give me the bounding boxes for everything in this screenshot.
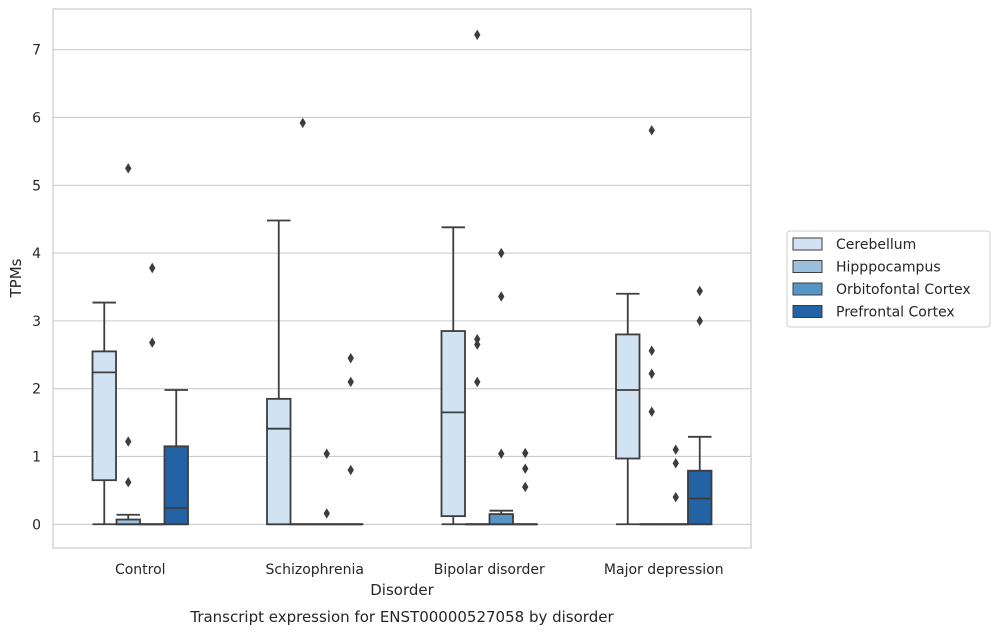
box-iqr xyxy=(488,513,514,526)
x-axis-label: Disorder xyxy=(370,581,434,599)
outlier-point xyxy=(648,406,655,417)
y-tick-label: 3 xyxy=(32,314,41,330)
outlier-point xyxy=(696,285,703,297)
x-tick-label: Bipolar disorder xyxy=(434,562,545,578)
box-prefrontal-cortex xyxy=(687,285,713,526)
y-tick-label: 0 xyxy=(32,517,41,533)
box-orbitofontal-cortex xyxy=(663,444,689,526)
box-iqr xyxy=(163,445,189,526)
x-tick-label: Schizophrenia xyxy=(266,562,364,578)
outlier-point xyxy=(696,315,703,327)
y-tick-label: 4 xyxy=(32,246,41,262)
outlier-point xyxy=(125,436,132,447)
y-axis-ticks: 0 1 2 3 4 5 6 7 xyxy=(32,43,41,534)
plot-frame xyxy=(52,8,752,549)
box-iqr xyxy=(440,330,466,518)
box-cerebellum xyxy=(91,301,117,526)
y-tick-label: 1 xyxy=(32,449,41,465)
box-prefrontal-cortex xyxy=(338,352,364,526)
outlier-point xyxy=(125,477,132,488)
y-tick-label: 6 xyxy=(32,110,41,126)
outlier-point xyxy=(474,333,481,345)
legend-frame xyxy=(786,230,991,328)
box-iqr xyxy=(615,333,641,460)
outlier-point xyxy=(149,262,156,274)
box-iqr xyxy=(91,350,117,482)
x-axis-ticks: Control Schizophrenia Bipolar disorder Majo… xyxy=(115,562,724,578)
legend-label: Prefrontal Cortex xyxy=(836,305,955,321)
outlier-point xyxy=(323,448,330,459)
box-cerebellum xyxy=(440,226,466,526)
legend-swatch xyxy=(792,282,823,296)
box-iqr xyxy=(687,469,713,526)
outlier-point xyxy=(149,337,156,348)
outlier-point xyxy=(323,508,330,519)
box-cerebellum xyxy=(266,219,292,526)
y-axis-label: TPMs xyxy=(7,258,25,298)
outlier-point xyxy=(522,447,529,459)
legend-label: Orbitofontal Cortex xyxy=(836,282,971,298)
outlier-point xyxy=(299,117,306,129)
outlier-point xyxy=(474,376,481,388)
outlier-point xyxy=(498,247,505,259)
outlier-point xyxy=(672,491,679,503)
legend-label: Cerebellum xyxy=(836,237,916,253)
boxes-layer xyxy=(91,29,713,526)
y-tick-label: 2 xyxy=(32,382,41,398)
outlier-point xyxy=(522,481,529,493)
x-tick-label: Control xyxy=(115,562,166,578)
outlier-point xyxy=(347,376,354,388)
box-hipppocampus xyxy=(464,29,490,526)
box-orbitofontal-cortex xyxy=(488,247,514,526)
outlier-point xyxy=(498,291,505,302)
box-iqr xyxy=(266,397,292,526)
outlier-point xyxy=(347,464,354,476)
y-tick-label: 7 xyxy=(32,43,41,59)
outlier-point xyxy=(648,368,655,379)
outlier-point xyxy=(474,339,481,350)
box-orbitofontal-cortex xyxy=(139,262,165,526)
x-tick-label: Major depression xyxy=(604,562,724,578)
box-hipppocampus xyxy=(115,163,141,526)
y-tick-label: 5 xyxy=(32,178,41,194)
outlier-point xyxy=(347,352,354,364)
outlier-point xyxy=(648,125,655,136)
legend-label: Hipppocampus xyxy=(836,260,941,276)
outlier-point xyxy=(125,163,132,174)
box-cerebellum xyxy=(615,292,641,526)
box-prefrontal-cortex xyxy=(163,389,189,526)
legend: Cerebellum Hipppocampus Orbitofontal Corte… xyxy=(786,230,991,328)
plot-background xyxy=(53,9,751,548)
outlier-point xyxy=(474,29,481,40)
chart-title: Transcript expression for ENST0000052705… xyxy=(189,608,614,626)
outlier-point xyxy=(498,448,505,459)
legend-swatch xyxy=(792,305,823,318)
outlier-point xyxy=(648,345,655,356)
legend-swatch xyxy=(792,260,823,273)
outlier-point xyxy=(672,444,679,455)
outlier-point xyxy=(672,458,679,469)
outlier-point xyxy=(522,463,529,474)
legend-swatch xyxy=(792,237,823,251)
box-prefrontal-cortex xyxy=(512,447,538,526)
